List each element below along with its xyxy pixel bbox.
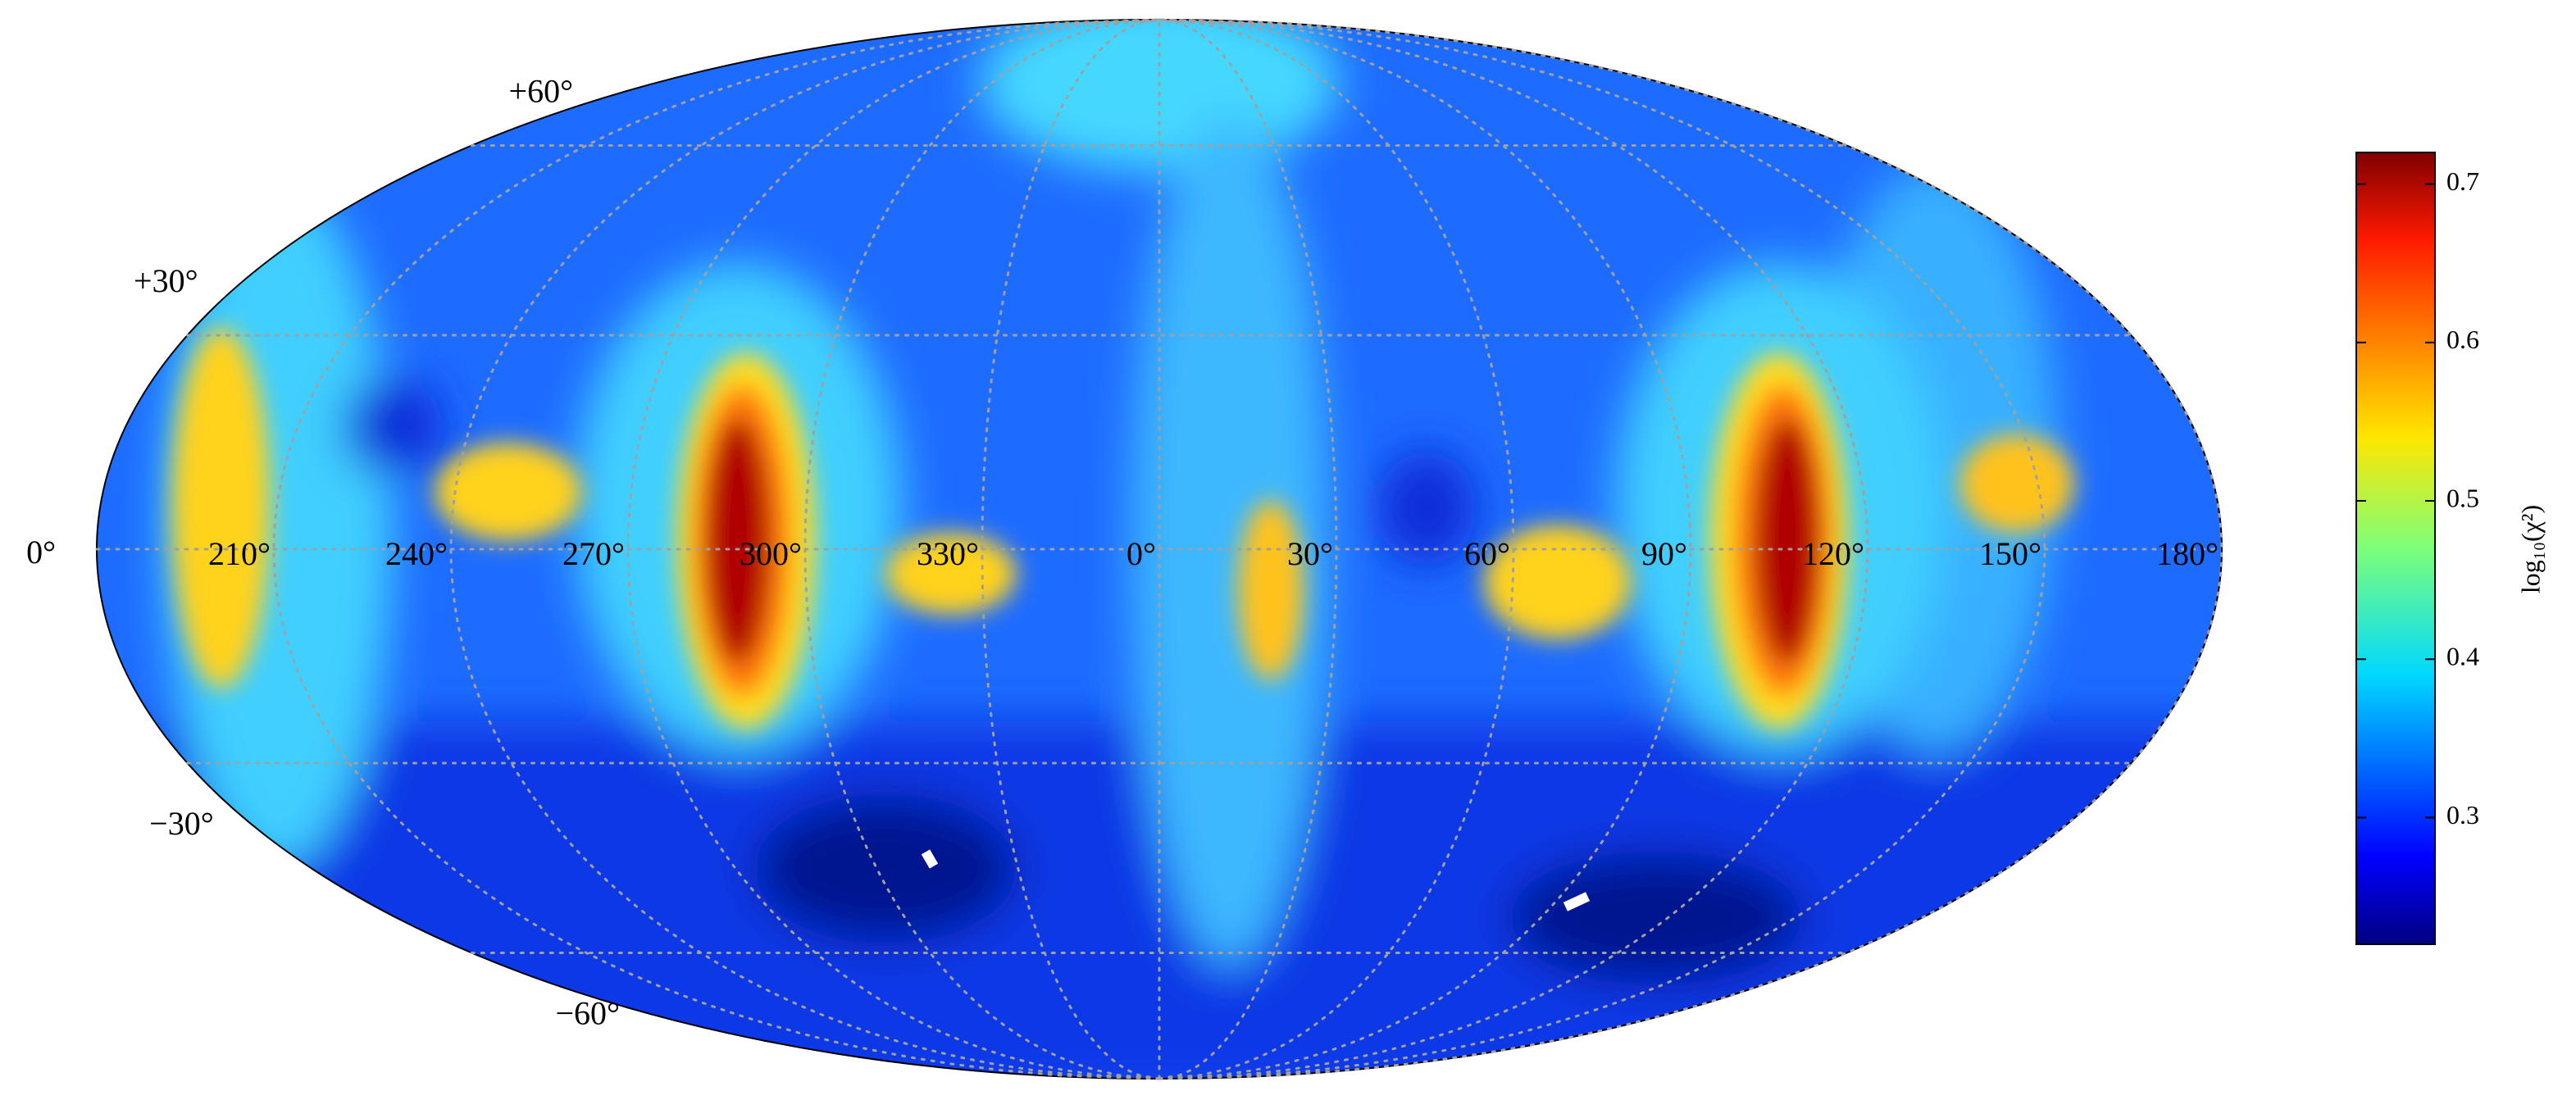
x-tick-label: 210°	[208, 535, 271, 572]
colorbar-tick-label: 0.4	[2446, 642, 2479, 671]
x-tick-label: 330°	[917, 535, 979, 572]
x-tick-label: 300°	[740, 535, 802, 572]
x-tick-label: 30°	[1287, 535, 1333, 572]
y-tick-label: +60°	[509, 73, 574, 110]
y-tick-label: +30°	[134, 262, 198, 299]
sky-map	[97, 20, 2222, 1079]
x-tick-label: 180°	[2156, 535, 2219, 572]
colorbar	[2355, 152, 2436, 945]
colorbar-tick-label: 0.7	[2446, 166, 2479, 196]
grid-line	[1158, 18, 1692, 1080]
x-tick-label: 0°	[1126, 535, 1156, 572]
y-tick-label: −30°	[149, 805, 214, 842]
colorbar-tick-label: 0.6	[2446, 325, 2479, 354]
y-tick-label: 0°	[26, 534, 56, 570]
x-tick-label: 90°	[1641, 535, 1687, 572]
colorbar-label: log₁₀(χ²)	[2515, 505, 2545, 593]
x-tick-label: 150°	[1979, 535, 2041, 572]
colorbar-tick-label: 0.5	[2446, 483, 2479, 512]
x-tick-label: 60°	[1464, 535, 1510, 572]
x-tick-label: 270°	[562, 535, 625, 572]
x-tick-label: 120°	[1802, 535, 1864, 572]
grid-line	[272, 18, 1161, 1080]
colorbar-tick-label: 0.3	[2446, 800, 2479, 830]
y-tick-label: −60°	[555, 995, 620, 1032]
x-tick-label: 240°	[385, 535, 448, 572]
